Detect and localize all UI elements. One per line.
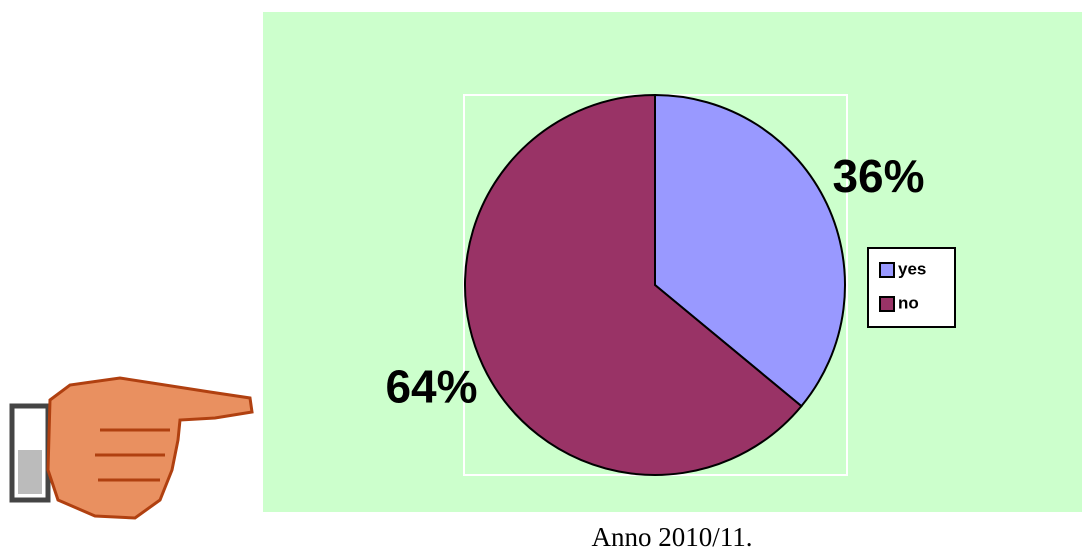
chart: Anno 2010/11. 36% 64% yes no [0,0,1082,554]
legend-swatch [880,297,894,311]
legend-label: no [898,293,919,312]
page: Anno 2010/11. 36%64%yesno (() => { const… [0,0,1082,554]
data-label: 36% [832,150,924,202]
hand [48,378,252,518]
cuff-shade [18,450,42,494]
hand-icon [12,378,252,518]
data-label: 64% [385,360,477,412]
caption: Anno 2010/11. [592,522,753,552]
legend-label: yes [898,259,926,278]
legend-swatch [880,263,894,277]
